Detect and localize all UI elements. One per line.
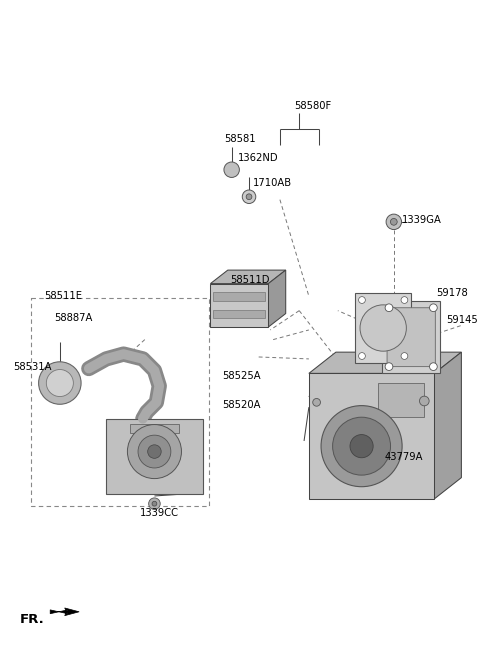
Circle shape	[313, 399, 321, 406]
Circle shape	[224, 162, 240, 177]
Text: 1362ND: 1362ND	[238, 153, 278, 163]
Polygon shape	[130, 424, 179, 433]
Text: 58531A: 58531A	[13, 361, 52, 372]
Polygon shape	[355, 293, 411, 363]
Polygon shape	[309, 373, 434, 499]
Text: 58580F: 58580F	[294, 101, 332, 111]
Text: 1710AB: 1710AB	[253, 178, 292, 189]
Polygon shape	[210, 284, 268, 327]
Polygon shape	[213, 309, 265, 319]
FancyBboxPatch shape	[387, 307, 435, 367]
Polygon shape	[106, 419, 203, 494]
Circle shape	[246, 194, 252, 200]
Circle shape	[390, 219, 397, 225]
Text: 58511D: 58511D	[230, 275, 269, 284]
Circle shape	[386, 214, 402, 229]
Polygon shape	[378, 384, 424, 417]
Circle shape	[149, 498, 160, 509]
Text: 1339GA: 1339GA	[402, 215, 442, 225]
Polygon shape	[210, 270, 286, 284]
Circle shape	[360, 305, 407, 351]
Polygon shape	[50, 608, 79, 616]
Text: 43779A: 43779A	[384, 453, 423, 463]
Circle shape	[333, 417, 391, 475]
Text: FR.: FR.	[19, 613, 44, 626]
Circle shape	[321, 405, 402, 487]
Polygon shape	[434, 352, 461, 499]
Circle shape	[385, 363, 393, 371]
Circle shape	[152, 501, 157, 506]
Text: 59145: 59145	[446, 315, 478, 325]
Circle shape	[47, 369, 73, 397]
Text: 58887A: 58887A	[54, 313, 93, 323]
Circle shape	[127, 424, 181, 478]
Text: 1339CC: 1339CC	[140, 509, 179, 518]
Circle shape	[138, 435, 171, 468]
Text: 59178: 59178	[436, 288, 468, 298]
Polygon shape	[309, 352, 461, 373]
Text: 58525A: 58525A	[222, 371, 261, 381]
Circle shape	[430, 304, 437, 311]
Circle shape	[350, 434, 373, 458]
Circle shape	[359, 353, 365, 359]
Text: 58511E: 58511E	[45, 291, 83, 301]
Circle shape	[401, 297, 408, 304]
Circle shape	[385, 304, 393, 311]
Text: 58581: 58581	[224, 134, 255, 144]
Circle shape	[359, 297, 365, 304]
Circle shape	[148, 445, 161, 459]
Circle shape	[420, 396, 429, 406]
Circle shape	[430, 363, 437, 371]
Circle shape	[242, 190, 256, 204]
Polygon shape	[213, 292, 265, 301]
Polygon shape	[268, 270, 286, 327]
Circle shape	[38, 362, 81, 404]
Polygon shape	[382, 301, 440, 373]
Text: 58520A: 58520A	[222, 400, 261, 410]
Circle shape	[372, 424, 381, 433]
Circle shape	[401, 353, 408, 359]
